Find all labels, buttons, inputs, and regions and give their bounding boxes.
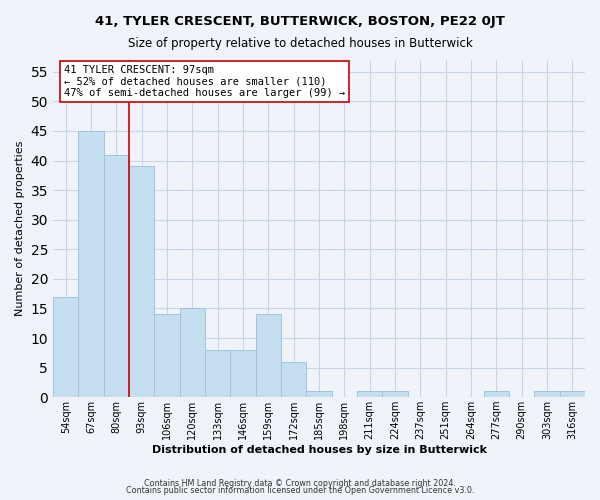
- Bar: [179, 308, 205, 397]
- Bar: [281, 362, 307, 397]
- X-axis label: Distribution of detached houses by size in Butterwick: Distribution of detached houses by size …: [152, 445, 487, 455]
- Bar: [230, 350, 256, 397]
- Bar: [307, 392, 332, 397]
- Bar: [205, 350, 230, 397]
- Text: Size of property relative to detached houses in Butterwick: Size of property relative to detached ho…: [128, 38, 472, 51]
- Bar: [535, 392, 560, 397]
- Y-axis label: Number of detached properties: Number of detached properties: [15, 141, 25, 316]
- Bar: [382, 392, 407, 397]
- Bar: [560, 392, 585, 397]
- Bar: [79, 131, 104, 397]
- Text: Contains HM Land Registry data © Crown copyright and database right 2024.: Contains HM Land Registry data © Crown c…: [144, 478, 456, 488]
- Bar: [129, 166, 154, 397]
- Bar: [53, 296, 79, 397]
- Text: Contains public sector information licensed under the Open Government Licence v3: Contains public sector information licen…: [126, 486, 474, 495]
- Text: 41 TYLER CRESCENT: 97sqm
← 52% of detached houses are smaller (110)
47% of semi-: 41 TYLER CRESCENT: 97sqm ← 52% of detach…: [64, 65, 345, 98]
- Bar: [154, 314, 179, 397]
- Text: 41, TYLER CRESCENT, BUTTERWICK, BOSTON, PE22 0JT: 41, TYLER CRESCENT, BUTTERWICK, BOSTON, …: [95, 15, 505, 28]
- Bar: [104, 154, 129, 397]
- Bar: [357, 392, 382, 397]
- Bar: [484, 392, 509, 397]
- Bar: [256, 314, 281, 397]
